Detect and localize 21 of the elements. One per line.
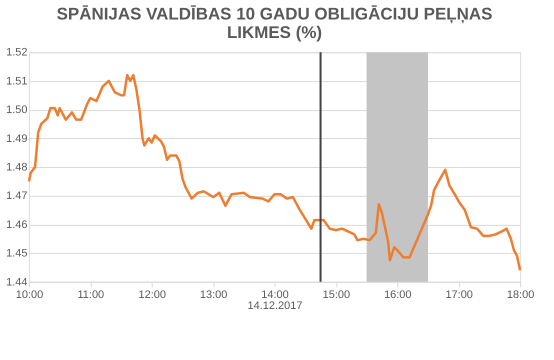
y-tick-label: 1.50 <box>6 104 28 116</box>
y-tick-label: 1.52 <box>6 46 28 59</box>
x-tick-label: 11:00 <box>78 289 104 302</box>
x-axis-title: 14.12.2017 <box>248 300 302 312</box>
y-tick-label: 1.45 <box>6 248 28 260</box>
x-tick-label: 15:00 <box>322 289 350 302</box>
x-tick-label: 18:00 <box>506 289 534 302</box>
x-tick-label: 12:00 <box>138 289 166 302</box>
y-tick-label: 1.48 <box>6 161 28 174</box>
y-tick-label: 1.51 <box>6 75 28 88</box>
x-tick-label: 17:00 <box>445 289 473 302</box>
x-tick-label: 14:00 <box>261 289 289 302</box>
y-tick-label: 1.44 <box>6 276 28 288</box>
x-tick-label: 13:00 <box>200 289 228 302</box>
x-tick-label: 10:00 <box>16 289 44 302</box>
chart-title: SPĀNIJAS VALDĪBAS 10 GADU OBLIGĀCIJU PEĻŅAS LIKMES (%) <box>56 4 492 42</box>
x-tick-label: 16:00 <box>384 289 412 302</box>
line-series <box>28 74 522 272</box>
y-tick-label: 1.46 <box>6 218 28 231</box>
y-tick-label: 1.49 <box>6 132 28 145</box>
y-tick-label: 1.47 <box>6 190 28 202</box>
